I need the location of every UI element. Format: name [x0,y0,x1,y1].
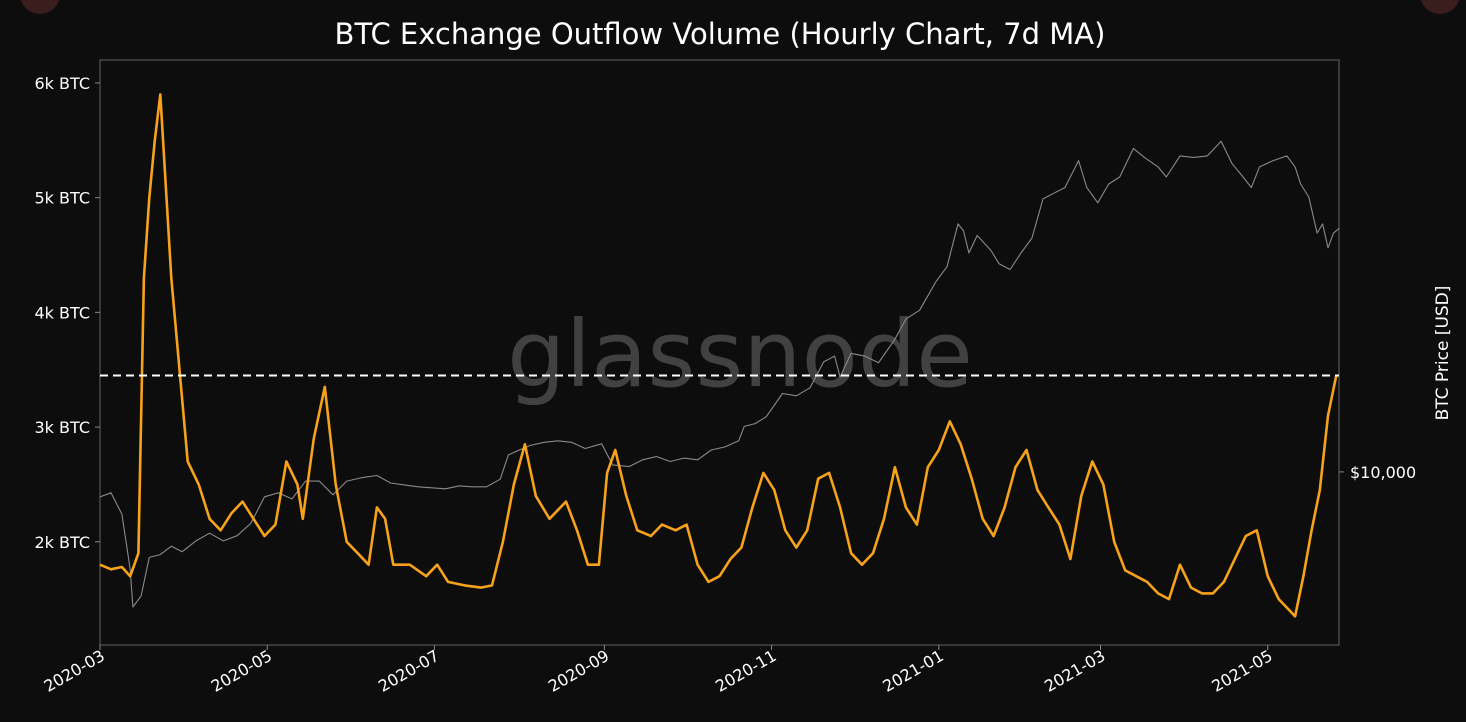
plot-frame [99,59,1340,646]
y-tick-label: 3k BTC [34,418,90,437]
right-axis: $10,000 [1339,463,1416,482]
y-tick-label: 2k BTC [34,533,90,552]
corner-decoration-left [20,0,60,14]
chart-title: BTC Exchange Outflow Volume (Hourly Char… [335,17,1106,51]
x-tick-label: 2020-11 [712,646,779,696]
right-axis-label: BTC Price [USD] [1433,286,1453,421]
x-axis: 2020-03 2020-05 2020-07 2020-09 2020-11 2021-… [41,645,1276,696]
outflow-series-line [99,93,1338,618]
y-right-tick-label: $10,000 [1350,463,1416,482]
x-tick-label: 2021-05 [1208,646,1275,696]
watermark: glassnode [507,301,973,408]
x-tick-label: 2020-07 [375,646,442,696]
watermark-text: glassnode [507,301,973,408]
x-tick-label: 2021-01 [879,646,946,696]
left-axis: 2k BTC 3k BTC 4k BTC 5k BTC 6k BTC [34,74,100,552]
x-tick-label: 2020-09 [545,646,612,696]
x-tick-label: 2021-03 [1041,646,1108,696]
y-tick-label: 6k BTC [34,74,90,93]
y-tick-label: 5k BTC [34,189,90,208]
series-group [99,93,1340,618]
x-tick-label: 2020-03 [41,646,108,696]
x-tick-label: 2020-05 [208,646,275,696]
y-tick-label: 4k BTC [34,303,90,322]
price-series-line [99,140,1340,608]
corner-decoration-right [1420,0,1460,14]
